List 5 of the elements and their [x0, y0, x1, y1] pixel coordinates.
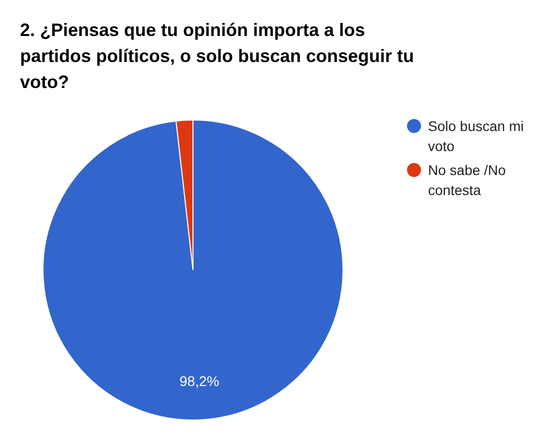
chart-title: 2. ¿Piensas que tu opinión importa a los partidos políticos, o solo buscan conseguir tu voto?: [20, 20, 414, 92]
legend-label: Solo buscan mi voto: [428, 118, 524, 154]
legend-label: No sabe /No contesta: [428, 162, 506, 198]
pie-slice: [42, 120, 344, 420]
data-label: 98,2%: [180, 373, 220, 390]
